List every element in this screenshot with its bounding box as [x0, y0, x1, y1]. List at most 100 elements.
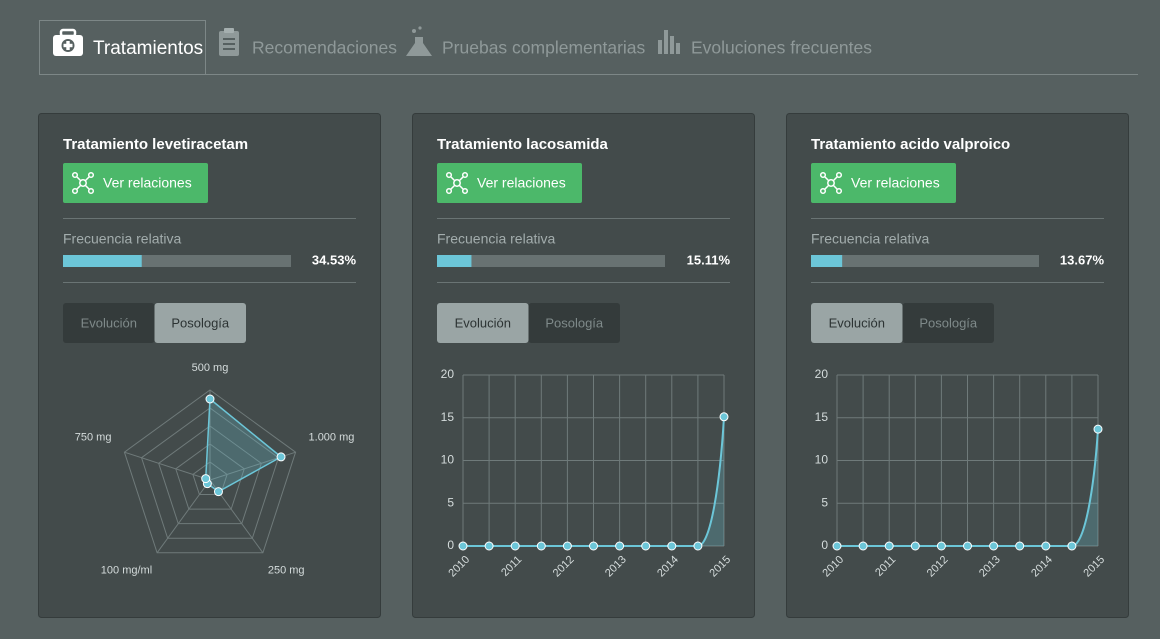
- icon-node: [71, 187, 79, 195]
- tab-label[interactable]: Evoluciones frecuentes: [691, 38, 872, 58]
- frequency-track: [437, 255, 665, 267]
- relations-button[interactable]: [437, 163, 582, 203]
- toggle-label[interactable]: Evolución: [455, 315, 511, 330]
- frequency-value: 34.53%: [312, 252, 357, 267]
- radar-area: [204, 397, 283, 493]
- icon-node: [445, 187, 453, 195]
- toggle-button[interactable]: [63, 303, 155, 343]
- line-point: [641, 541, 651, 551]
- toggle-label[interactable]: Evolución: [81, 315, 137, 330]
- line-point: [1041, 541, 1051, 551]
- cards: Tratamiento levetiracetam Ver relaciones F…: [38, 113, 1129, 618]
- radar-axis-label: 750 mg: [75, 431, 112, 443]
- tab-icon-medkit: [53, 28, 83, 56]
- y-tick-label: 15: [441, 410, 455, 424]
- network-icon: [71, 171, 95, 195]
- toggle-label[interactable]: Evolución: [829, 315, 885, 330]
- line-point: [884, 541, 894, 551]
- y-tick-label: 5: [821, 495, 828, 509]
- line-point: [562, 541, 572, 551]
- network-icon: [819, 171, 843, 195]
- icon-node: [819, 171, 827, 179]
- card-title: Tratamiento acido valproico: [811, 136, 1010, 153]
- treatment-card: Tratamiento acido valproico Ver relacione…: [786, 113, 1129, 618]
- line-point: [910, 541, 920, 551]
- button-label[interactable]: Ver relaciones: [477, 175, 566, 191]
- line-point: [615, 541, 625, 551]
- toggle-button[interactable]: [528, 303, 621, 343]
- radar-spoke: [124, 451, 211, 481]
- radar-point: [213, 487, 223, 497]
- line-point: [458, 541, 468, 551]
- icon-node: [835, 187, 843, 195]
- radar-ring: [158, 425, 262, 525]
- line-point: [963, 541, 972, 551]
- network-icon: [445, 171, 469, 195]
- line-point: [858, 541, 868, 551]
- radar-spoke: [156, 479, 211, 554]
- line-point: [510, 541, 520, 551]
- tab-label[interactable]: Recomendaciones: [252, 38, 397, 58]
- tab-icon-bars: [658, 30, 680, 54]
- icon-node: [461, 171, 469, 179]
- toggle-button[interactable]: [154, 303, 247, 343]
- tab-label[interactable]: Pruebas complementarias: [442, 38, 646, 58]
- frequency-label: Frecuencia relativa: [437, 231, 555, 247]
- card-title: Tratamiento lacosamida: [437, 136, 609, 153]
- line-point: [484, 541, 494, 551]
- icon-node: [453, 179, 461, 187]
- card-background: [786, 113, 1129, 618]
- line-point: [667, 541, 677, 551]
- card-background: [412, 113, 755, 618]
- toggle-button[interactable]: [902, 303, 995, 343]
- icon-node: [87, 187, 95, 195]
- button-label[interactable]: Ver relaciones: [851, 175, 940, 191]
- relations-button[interactable]: [63, 163, 208, 203]
- radar-ring: [175, 443, 245, 510]
- radar-ring: [123, 389, 297, 554]
- line-point: [1067, 541, 1077, 551]
- radar-ring: [140, 407, 280, 539]
- treatment-card: Tratamiento levetiracetam Ver relaciones F…: [38, 113, 381, 618]
- button-label[interactable]: Ver relaciones: [103, 175, 192, 191]
- icon-node: [827, 179, 835, 187]
- toggle-button[interactable]: [811, 303, 903, 343]
- toggle-label[interactable]: Posología: [171, 315, 230, 330]
- radar-point: [201, 474, 211, 484]
- relations-button[interactable]: [811, 163, 956, 203]
- y-tick-label: 10: [815, 453, 829, 467]
- card-background: [38, 113, 381, 618]
- frequency-track: [811, 255, 1039, 267]
- line-point: [832, 541, 842, 551]
- icon-node: [445, 171, 453, 179]
- radar-point: [205, 394, 215, 404]
- toggle-label[interactable]: Posología: [919, 315, 978, 330]
- radar-ring: [192, 461, 228, 496]
- tab-icon-flask: [406, 26, 432, 56]
- y-tick-label: 20: [815, 367, 829, 381]
- tab-label[interactable]: Tratamientos: [93, 38, 203, 59]
- line-point: [1093, 424, 1103, 434]
- toggle-label[interactable]: Posología: [545, 315, 604, 330]
- frequency-bar: [63, 255, 142, 267]
- frequency-value: 13.67%: [1060, 252, 1105, 267]
- tab-bar: Tratamientos Recomendaciones Pruebas com…: [39, 20, 1138, 75]
- icon-node: [461, 187, 469, 195]
- icon-node: [79, 179, 87, 187]
- y-tick-label: 10: [441, 453, 455, 467]
- radar-axis-label: 100 mg/ml: [101, 565, 152, 577]
- radar-axis-label: 250 mg: [268, 565, 305, 577]
- treatment-card: Tratamiento lacosamida Ver relaciones Frec…: [412, 113, 755, 618]
- icon-node: [835, 171, 843, 179]
- frequency-bar: [437, 255, 472, 267]
- line-point: [936, 541, 946, 551]
- toggle-button[interactable]: [437, 303, 529, 343]
- line-point: [1015, 541, 1025, 551]
- line-point: [989, 541, 999, 551]
- chart: 500 mg 1.000 mg 250 mg 100 mg/ml 750 mg: [75, 362, 355, 577]
- icon-node: [71, 171, 79, 179]
- line-point: [719, 412, 729, 422]
- y-tick-label: 0: [447, 538, 454, 552]
